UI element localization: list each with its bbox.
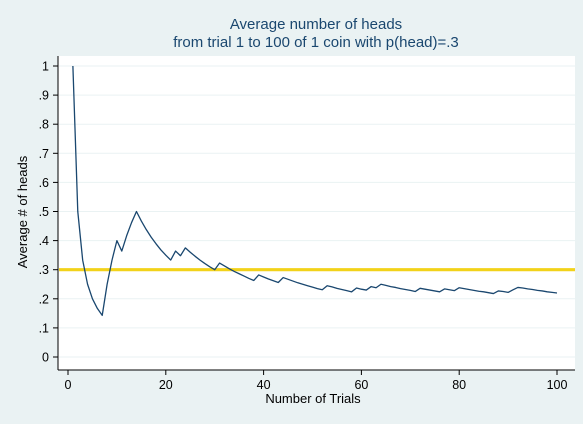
y-tick-label: 0: [42, 351, 49, 365]
series-group: [72, 65, 558, 317]
y-tick-label: .9: [39, 89, 49, 103]
axes: 0 .1 .2 .3 .4 .5 .6 .7 .8 .9 1 0 20 40 60 80 100: [39, 56, 575, 392]
x-axis-title: Number of Trials: [265, 391, 361, 406]
plot-region-background: [58, 56, 575, 370]
y-tick-label: .7: [39, 147, 49, 161]
y-tick-label: .2: [39, 292, 49, 306]
y-tick-label: .4: [39, 234, 49, 248]
x-tick-label: 80: [452, 378, 466, 392]
y-tick-label: .8: [39, 118, 49, 132]
y-tick-label: .6: [39, 176, 49, 190]
y-tick-label: .1: [39, 321, 49, 335]
y-tick-label: 1: [42, 60, 49, 74]
x-tick-label: 20: [159, 378, 173, 392]
series-line: [72, 65, 558, 317]
y-tick-label: .5: [39, 205, 49, 219]
x-tick-label: 100: [547, 378, 568, 392]
chart-title: Average number of heads: [230, 16, 402, 33]
gridlines: [59, 65, 575, 358]
x-tick-label: 40: [257, 378, 271, 392]
y-axis-title: Average # of heads: [15, 155, 30, 268]
x-tick-label: 60: [354, 378, 368, 392]
chart-subtitle: from trial 1 to 100 of 1 coin with p(hea…: [173, 34, 459, 51]
x-tick-label: 0: [65, 378, 72, 392]
y-tick-label: .3: [39, 263, 49, 277]
